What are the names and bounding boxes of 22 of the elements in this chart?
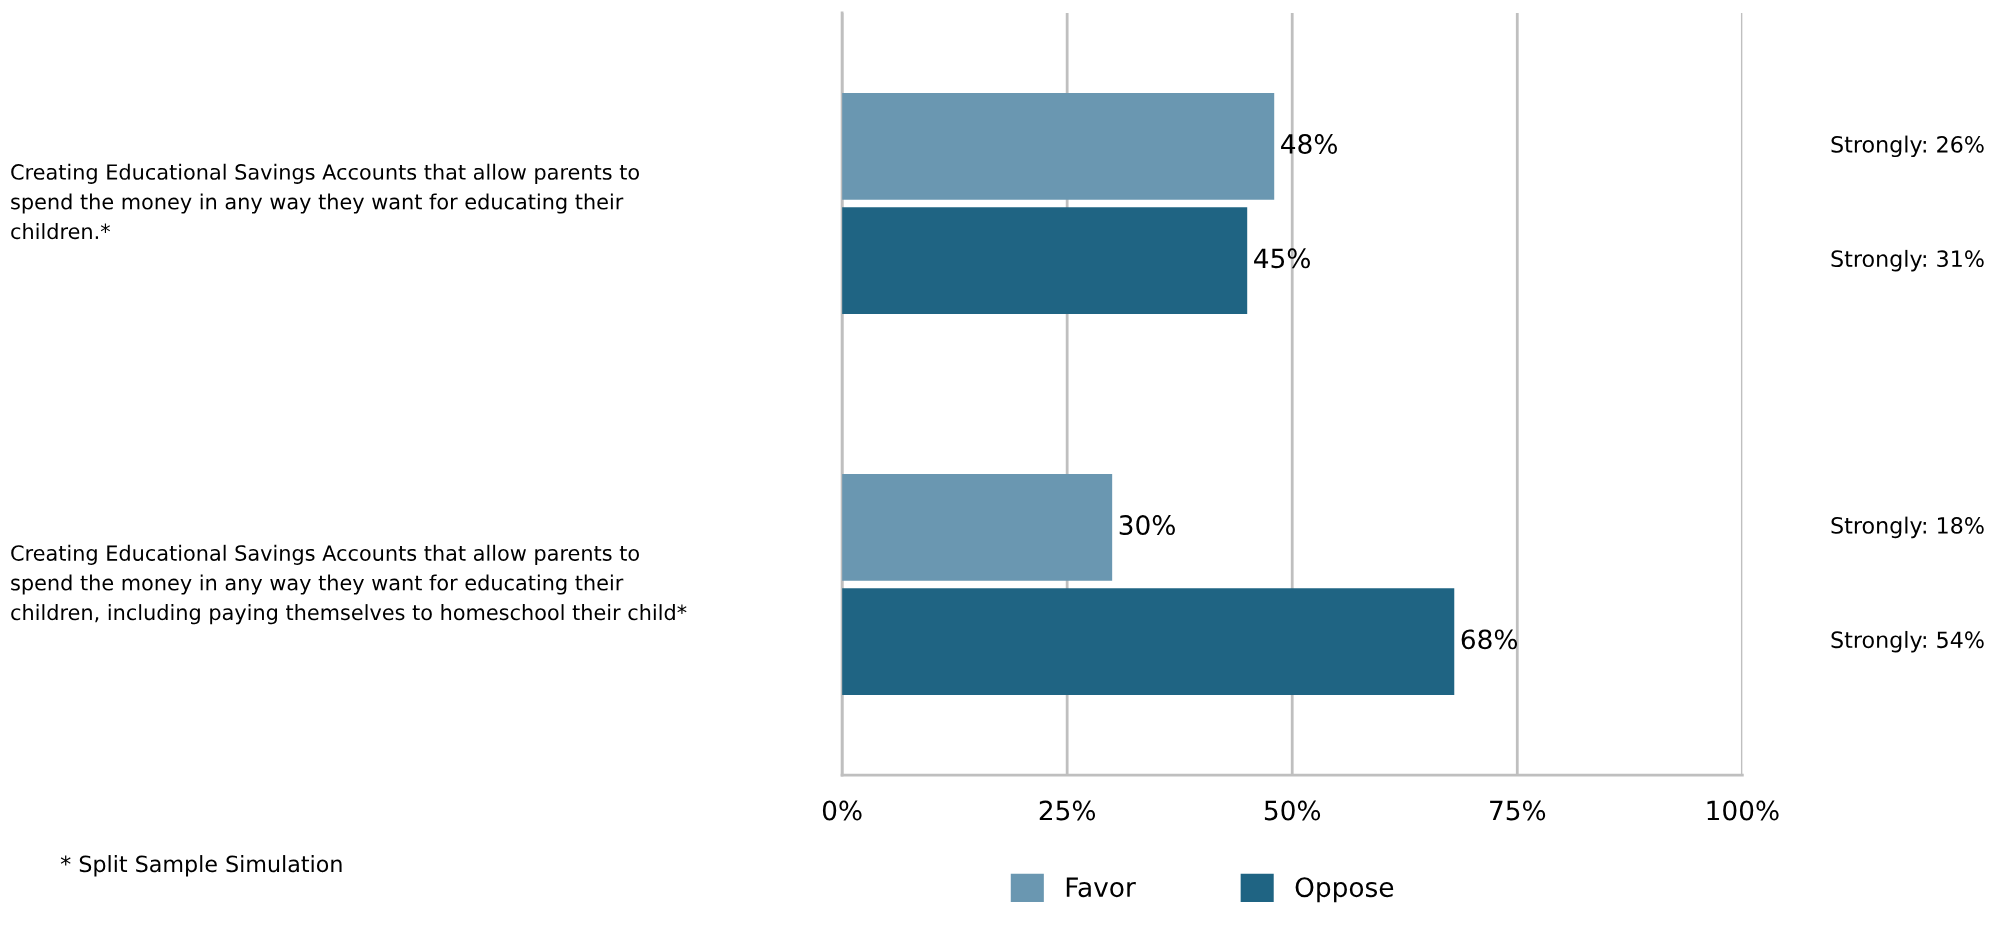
- y-tick-label: Creating Educational Savings Accounts that allow parents to spend the money in any way they want for educating their children.*: [11, 163, 639, 240]
- bar: [842, 92, 1275, 200]
- bar: [842, 207, 1248, 314]
- legend-label: Oppose: [1295, 877, 1394, 903]
- bar: [842, 474, 1113, 581]
- data-label: 45%: [1254, 248, 1310, 269]
- legend-label: Favor: [1066, 877, 1136, 898]
- text: Strongly: 54%: [1831, 630, 1984, 653]
- text: Strongly: 26%: [1831, 135, 1984, 158]
- bar: [842, 588, 1455, 696]
- x-tick-label: 100%: [1707, 800, 1779, 821]
- x-tick-label: 50%: [1264, 800, 1321, 821]
- text: * Split Sample Simulation: [60, 855, 342, 877]
- data-label: 30%: [1119, 515, 1175, 536]
- x-tick-label: 75%: [1490, 800, 1546, 821]
- y-tick-label: Creating Educational Savings Accounts that allow parents to spend the money in any way they want for educating their children, including paying themselves to homeschool their child*: [11, 544, 687, 625]
- data-label: 68%: [1461, 629, 1518, 650]
- text: Strongly: 31%: [1831, 249, 1984, 272]
- x-tick-label: 0%: [822, 800, 862, 821]
- text: Strongly: 18%: [1831, 516, 1984, 539]
- data-label: 48%: [1281, 134, 1337, 154]
- x-tick-label: 25%: [1039, 800, 1096, 821]
